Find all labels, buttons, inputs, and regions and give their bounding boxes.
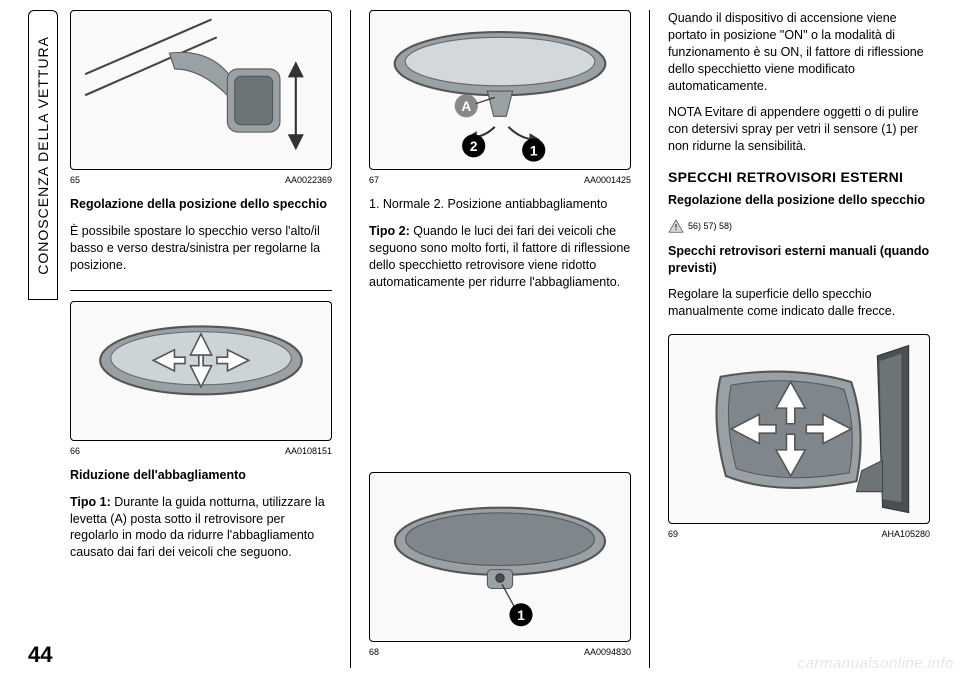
paragraph-note: NOTA Evitare di appendere oggetti o di p… bbox=[668, 104, 930, 155]
svg-text:A: A bbox=[461, 99, 471, 114]
paragraph: È possibile spostare lo specchio verso l… bbox=[70, 223, 332, 274]
column-2: A 2 1 bbox=[350, 10, 631, 668]
section-tab: CONOSCENZA DELLA VETTURA bbox=[28, 10, 58, 300]
subheading: Regolazione della posizione dello specch… bbox=[668, 192, 930, 209]
figure-69-caption: 69 AHA105280 bbox=[668, 528, 930, 540]
figure-68-caption: 68 AA0094830 bbox=[369, 646, 631, 658]
figure-code: AA0094830 bbox=[584, 646, 631, 658]
type-label: Tipo 2: bbox=[369, 224, 410, 238]
content-columns: 65 AA0022369 Regolazione della posizione… bbox=[70, 10, 930, 668]
figure-number: 65 bbox=[70, 174, 80, 186]
figure-code: AA0108151 bbox=[285, 445, 332, 457]
figure-66-caption: 66 AA0108151 bbox=[70, 445, 332, 457]
warning-icon: ! bbox=[668, 219, 684, 233]
subheading: Specchi retrovisori esterni manuali (qua… bbox=[668, 243, 930, 277]
figure-code: AA0022369 bbox=[285, 174, 332, 186]
svg-text:1: 1 bbox=[530, 143, 538, 158]
divider bbox=[70, 290, 332, 291]
paragraph: Regolare la superficie dello specchio ma… bbox=[668, 286, 930, 320]
heading-glare-reduction: Riduzione dell'abbagliamento bbox=[70, 467, 332, 484]
figure-number: 69 bbox=[668, 528, 678, 540]
figure-68: 1 bbox=[369, 472, 631, 642]
figure-67-caption: 67 AA0001425 bbox=[369, 174, 631, 186]
heading-mirror-position: Regolazione della posizione dello specch… bbox=[70, 196, 332, 213]
figure-67-legend: 1. Normale 2. Posizione antiabbagliament… bbox=[369, 196, 631, 213]
section-tab-label: CONOSCENZA DELLA VETTURA bbox=[35, 36, 51, 275]
warning-numbers: 56) 57) 58) bbox=[688, 220, 732, 232]
svg-text:2: 2 bbox=[470, 139, 478, 154]
figure-number: 68 bbox=[369, 646, 379, 658]
svg-text:!: ! bbox=[675, 222, 678, 232]
warning-refs: ! 56) 57) 58) bbox=[668, 219, 930, 233]
page-number: 44 bbox=[28, 642, 52, 668]
section-heading: SPECCHI RETROVISORI ESTERNI bbox=[668, 169, 930, 186]
figure-code: AHA105280 bbox=[881, 528, 930, 540]
figure-number: 66 bbox=[70, 445, 80, 457]
figure-66 bbox=[70, 301, 332, 441]
type-label: Tipo 1: bbox=[70, 495, 111, 509]
svg-text:1: 1 bbox=[517, 608, 525, 623]
figure-65 bbox=[70, 10, 332, 170]
paragraph: Tipo 1: Durante la guida notturna, utili… bbox=[70, 494, 332, 562]
manual-page: CONOSCENZA DELLA VETTURA 44 bbox=[0, 0, 960, 678]
figure-67: A 2 1 bbox=[369, 10, 631, 170]
watermark: carmanualsonline.info bbox=[798, 655, 954, 672]
figure-number: 67 bbox=[369, 174, 379, 186]
column-3: Quando il dispositivo di accensione vien… bbox=[649, 10, 930, 668]
paragraph: Quando il dispositivo di accensione vien… bbox=[668, 10, 930, 94]
figure-code: AA0001425 bbox=[584, 174, 631, 186]
column-1: 65 AA0022369 Regolazione della posizione… bbox=[70, 10, 332, 668]
figure-69 bbox=[668, 334, 930, 524]
figure-65-caption: 65 AA0022369 bbox=[70, 174, 332, 186]
paragraph: Tipo 2: Quando le luci dei fari dei veic… bbox=[369, 223, 631, 291]
